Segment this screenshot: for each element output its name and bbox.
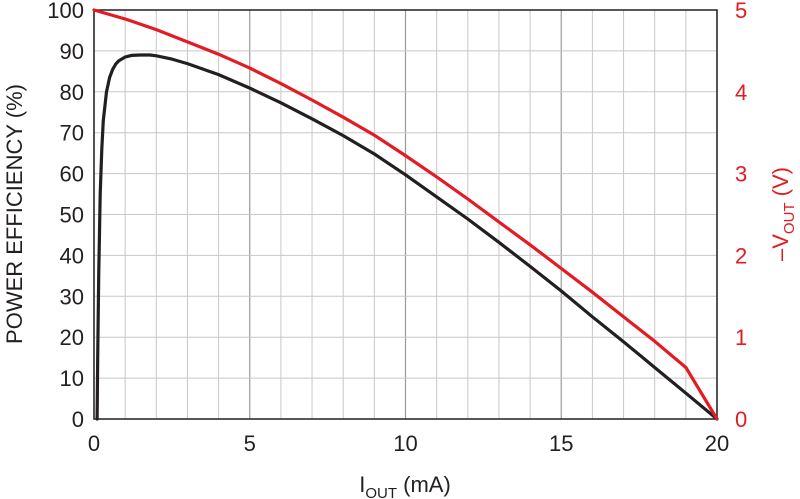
x-tick-label: 5 [244, 431, 256, 456]
y-left-tick-label: 80 [60, 80, 84, 105]
y-left-tick-label: 90 [60, 39, 84, 64]
y-right-tick-label: 5 [735, 0, 747, 23]
y-left-tick-label: 30 [60, 284, 84, 309]
y-left-tick-label: 20 [60, 325, 84, 350]
vout-series-line [92, 8, 719, 421]
y-right-tick-label: 0 [735, 407, 747, 432]
y-right-tick-label: 3 [735, 162, 747, 187]
series-group [92, 8, 719, 421]
y-left-tick-label: 70 [60, 121, 84, 146]
y-left-tick-label: 10 [60, 366, 84, 391]
y-axis-label-left: POWER EFFICIENCY (%) [2, 84, 27, 344]
y-left-tick-label: 0 [72, 407, 84, 432]
x-tick-label: 20 [705, 431, 729, 456]
y-axis-label-right: –VOUT (V) [768, 167, 798, 261]
plot-frame [93, 9, 718, 420]
y-left-tick-label: 100 [47, 0, 84, 23]
x-tick-label: 10 [393, 431, 417, 456]
y-left-tick-label: 40 [60, 243, 84, 268]
y-right-tick-label: 4 [735, 80, 747, 105]
efficiency-series-line [95, 53, 719, 421]
y-left-tick-label: 50 [60, 203, 84, 228]
grid [93, 9, 718, 420]
y-left-tick-label: 60 [60, 162, 84, 187]
y-right-tick-label: 1 [735, 325, 747, 350]
x-tick-label: 0 [88, 431, 100, 456]
y-right-tick-label: 2 [735, 243, 747, 268]
x-tick-label: 15 [549, 431, 573, 456]
x-axis-label: IOUT (mA) [359, 472, 451, 499]
